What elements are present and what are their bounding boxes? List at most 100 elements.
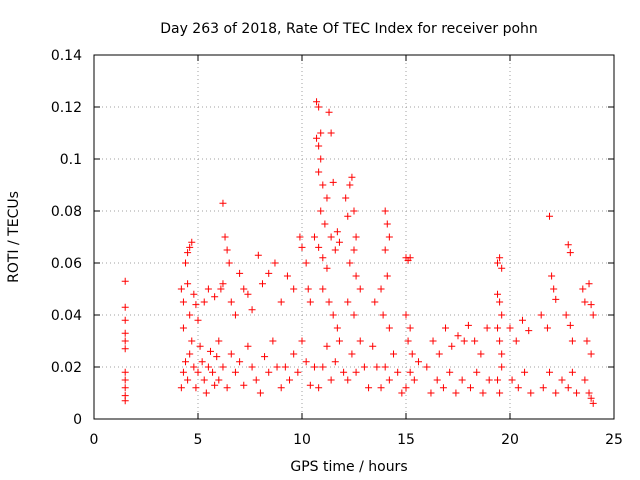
data-point	[331, 246, 339, 254]
data-point	[340, 368, 348, 376]
x-tick-label: 15	[397, 432, 415, 448]
data-point	[477, 350, 485, 358]
data-point	[527, 389, 535, 397]
data-point	[254, 251, 262, 259]
data-point	[221, 233, 229, 241]
data-point	[352, 368, 360, 376]
data-point	[333, 324, 341, 332]
data-point	[310, 363, 318, 371]
data-point	[406, 368, 414, 376]
data-point	[281, 363, 289, 371]
data-point	[319, 285, 327, 293]
data-point	[344, 298, 352, 306]
data-point	[394, 368, 402, 376]
data-point	[286, 376, 294, 384]
data-point	[479, 389, 487, 397]
data-point	[184, 376, 192, 384]
data-point	[194, 368, 202, 376]
data-point	[231, 311, 239, 319]
data-point	[558, 376, 566, 384]
data-point	[587, 301, 595, 309]
data-point	[313, 134, 321, 142]
data-point	[335, 337, 343, 345]
data-point	[192, 301, 200, 309]
data-point	[585, 280, 593, 288]
data-point	[543, 324, 551, 332]
data-point	[186, 243, 194, 251]
x-axis-label: GPS time / hours	[290, 459, 407, 475]
y-tick-label: 0.08	[51, 204, 82, 220]
data-point	[227, 350, 235, 358]
data-point	[414, 358, 422, 366]
data-point	[325, 298, 333, 306]
data-point	[196, 342, 204, 350]
data-point	[315, 243, 323, 251]
data-point	[290, 285, 298, 293]
data-point	[356, 337, 364, 345]
data-point	[121, 303, 129, 311]
data-point	[215, 337, 223, 345]
data-point	[329, 178, 337, 186]
data-point	[298, 337, 306, 345]
data-point	[383, 272, 391, 280]
data-point	[219, 280, 227, 288]
data-point	[446, 368, 454, 376]
data-point	[466, 384, 474, 392]
data-point	[352, 272, 360, 280]
y-axis-label: ROTI / TECUs	[6, 191, 22, 283]
data-point	[121, 316, 129, 324]
data-point	[454, 332, 462, 340]
data-point	[494, 324, 502, 332]
data-point	[335, 238, 343, 246]
data-point	[244, 342, 252, 350]
data-point	[315, 168, 323, 176]
data-point	[327, 376, 335, 384]
data-point	[223, 246, 231, 254]
data-point	[473, 368, 481, 376]
data-point	[496, 298, 504, 306]
data-point	[373, 363, 381, 371]
data-point	[315, 103, 323, 111]
data-point	[496, 254, 504, 262]
chart-title: Day 263 of 2018, Rate Of TEC Index for r…	[160, 21, 538, 37]
data-point	[121, 376, 129, 384]
data-point	[213, 353, 221, 361]
data-point	[215, 376, 223, 384]
data-point	[179, 298, 187, 306]
data-point	[319, 363, 327, 371]
data-point	[483, 324, 491, 332]
data-point	[252, 376, 260, 384]
data-point	[381, 363, 389, 371]
data-point	[217, 285, 225, 293]
data-point	[562, 311, 570, 319]
data-point	[350, 207, 358, 215]
data-point	[325, 108, 333, 116]
data-points	[121, 98, 597, 407]
data-point	[346, 181, 354, 189]
y-tick-label: 0.12	[51, 100, 82, 116]
data-point	[404, 337, 412, 345]
y-tick-label: 0.1	[60, 152, 82, 168]
data-point	[219, 363, 227, 371]
data-point	[333, 228, 341, 236]
data-point	[371, 298, 379, 306]
data-point	[248, 306, 256, 314]
data-point	[182, 259, 190, 267]
data-point	[261, 353, 269, 361]
data-point	[188, 238, 196, 246]
data-point	[182, 358, 190, 366]
data-point	[485, 376, 493, 384]
data-point	[202, 389, 210, 397]
data-point	[402, 311, 410, 319]
data-point	[227, 298, 235, 306]
data-point	[200, 298, 208, 306]
data-point	[464, 321, 472, 329]
data-point	[427, 389, 435, 397]
data-point	[433, 376, 441, 384]
data-point	[258, 280, 266, 288]
data-point	[177, 384, 185, 392]
data-point	[277, 298, 285, 306]
data-point	[589, 311, 597, 319]
data-point	[240, 285, 248, 293]
data-point	[398, 389, 406, 397]
